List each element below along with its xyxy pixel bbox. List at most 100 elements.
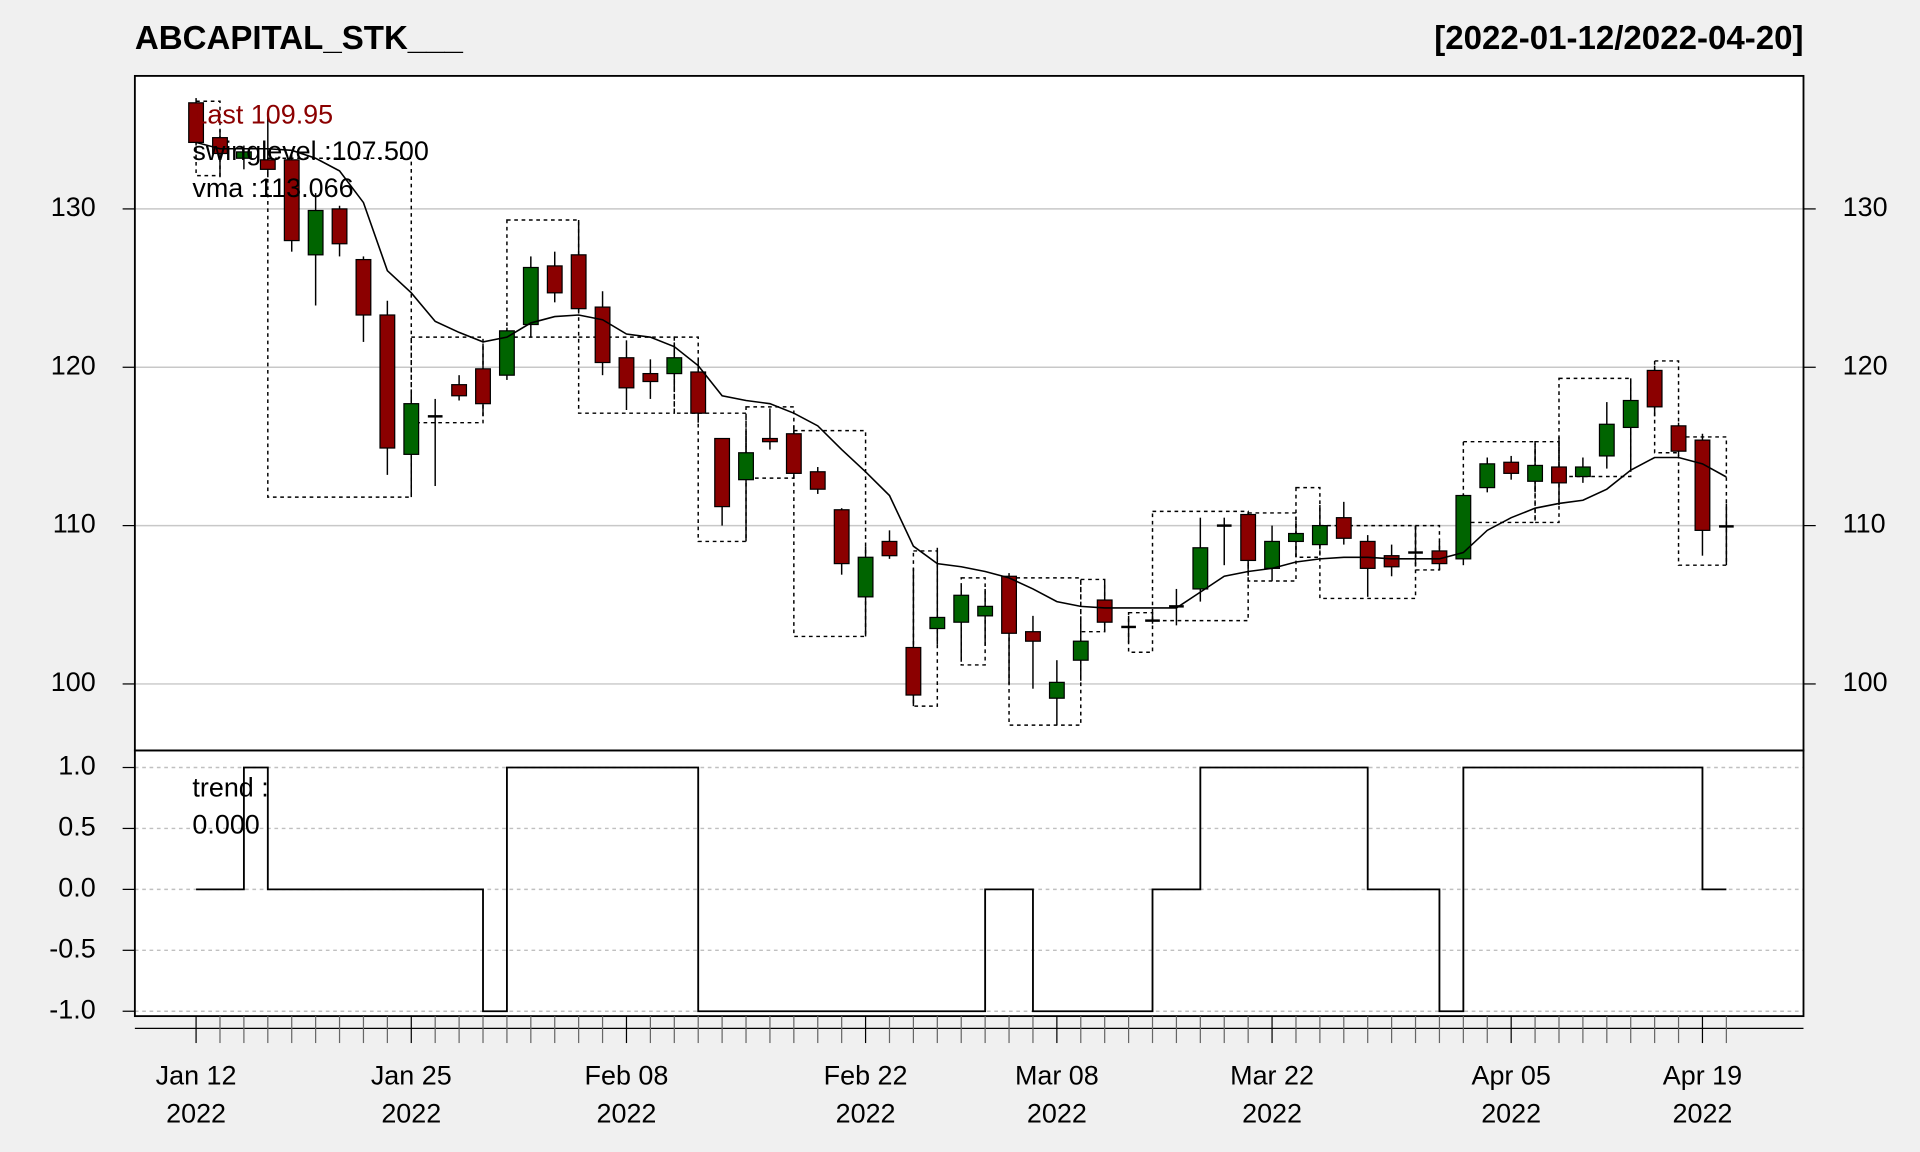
swing-box bbox=[267, 157, 413, 498]
y-tick-label: -1.0 bbox=[49, 994, 95, 1024]
candle-body bbox=[498, 330, 515, 376]
x-tick-year: 2022 bbox=[836, 1098, 896, 1128]
candle-body bbox=[857, 556, 874, 598]
legend-text: trend : bbox=[192, 773, 268, 803]
candle-body bbox=[809, 471, 826, 490]
candle-body bbox=[570, 254, 587, 310]
candle-body bbox=[1622, 399, 1639, 429]
y-tick-label: 110 bbox=[53, 509, 96, 539]
candle-body bbox=[1359, 540, 1376, 569]
candle-body bbox=[785, 433, 802, 474]
candle-body bbox=[283, 159, 300, 242]
candle-body bbox=[1574, 466, 1591, 478]
x-tick-label: Jan 12 bbox=[156, 1060, 237, 1090]
candle-body bbox=[690, 371, 707, 414]
x-tick-label: Jan 25 bbox=[371, 1060, 452, 1090]
candle-body bbox=[546, 265, 563, 294]
candle-body bbox=[905, 646, 922, 696]
candle-body bbox=[331, 208, 348, 245]
date-range: [2022-01-12/2022-04-20] bbox=[1434, 20, 1803, 57]
y-tick-label: 100 bbox=[1843, 667, 1888, 697]
x-tick-year: 2022 bbox=[381, 1098, 441, 1128]
chart-title: ABCAPITAL_STK___ bbox=[135, 20, 464, 57]
candle-body bbox=[1527, 464, 1544, 482]
candle-body bbox=[1646, 369, 1663, 408]
legend-text: swinglevel :107.500 bbox=[192, 136, 428, 166]
candle-body bbox=[642, 372, 659, 383]
candle-body bbox=[475, 368, 491, 405]
y-tick-label: 130 bbox=[1843, 192, 1888, 222]
plot-background bbox=[134, 75, 1804, 1017]
y-tick-label: 120 bbox=[1843, 350, 1888, 380]
y-tick-label: 110 bbox=[1843, 509, 1886, 539]
candle-body bbox=[738, 452, 754, 481]
candle-body bbox=[522, 266, 539, 326]
x-tick-label: Feb 22 bbox=[824, 1060, 908, 1090]
candle-body bbox=[1096, 599, 1113, 623]
x-tick-label: Apr 05 bbox=[1472, 1060, 1551, 1090]
candle-body bbox=[666, 357, 683, 375]
y-tick-label: 120 bbox=[51, 350, 96, 380]
candle-body bbox=[1335, 517, 1352, 539]
candle-body bbox=[1694, 439, 1711, 531]
candle-body bbox=[761, 437, 778, 443]
swing-box bbox=[410, 336, 484, 424]
swing-box bbox=[506, 219, 580, 338]
candle-body bbox=[1551, 466, 1567, 484]
x-tick-year: 2022 bbox=[1027, 1098, 1087, 1128]
x-tick-label: Apr 19 bbox=[1663, 1060, 1742, 1090]
candle-body bbox=[714, 437, 731, 508]
candle-body bbox=[1048, 681, 1065, 699]
candle-body bbox=[355, 258, 372, 316]
swing-box bbox=[1295, 486, 1321, 559]
y-tick-label: 0.5 bbox=[58, 812, 95, 842]
candle-body bbox=[1479, 463, 1496, 489]
swing-box bbox=[1127, 611, 1154, 654]
candle-body bbox=[1455, 494, 1472, 560]
y-tick-label: 130 bbox=[51, 192, 96, 222]
candle-body bbox=[1288, 532, 1304, 543]
x-tick-year: 2022 bbox=[1481, 1098, 1541, 1128]
legend-text: 0.000 bbox=[192, 809, 259, 839]
candle-body bbox=[977, 605, 994, 617]
y-tick-label: 1.0 bbox=[58, 751, 95, 781]
candle-body bbox=[1240, 513, 1257, 562]
y-tick-label: 0.0 bbox=[58, 872, 95, 902]
candle-body bbox=[1670, 425, 1687, 452]
candle-body bbox=[1503, 461, 1520, 474]
trend-step-line bbox=[196, 766, 1727, 1013]
x-tick-label: Feb 08 bbox=[585, 1060, 669, 1090]
x-tick-label: Mar 22 bbox=[1230, 1060, 1314, 1090]
candle-body bbox=[235, 151, 252, 159]
panel-frame bbox=[133, 749, 1805, 1018]
candle-body bbox=[618, 357, 635, 389]
candle-body bbox=[1001, 575, 1018, 634]
candle-body bbox=[451, 384, 468, 397]
candle-body bbox=[953, 594, 970, 623]
x-tick-year: 2022 bbox=[1242, 1098, 1302, 1128]
candle-body bbox=[403, 403, 420, 455]
candle-body bbox=[1072, 640, 1089, 661]
candle-body bbox=[1264, 540, 1281, 569]
candle-body bbox=[929, 616, 946, 630]
candle-body bbox=[833, 509, 850, 565]
x-tick-year: 2022 bbox=[166, 1098, 226, 1128]
candle-body bbox=[1383, 555, 1400, 568]
legend-text: Last 109.95 bbox=[192, 99, 333, 129]
candle-body bbox=[594, 306, 611, 364]
vma-line bbox=[195, 141, 1727, 609]
y-tick-label: 100 bbox=[51, 667, 96, 697]
x-tick-year: 2022 bbox=[597, 1098, 657, 1128]
x-tick-label: Mar 08 bbox=[1015, 1060, 1099, 1090]
candle-body bbox=[1311, 524, 1328, 546]
candle-body bbox=[1598, 423, 1615, 457]
candle-body bbox=[379, 314, 396, 449]
x-tick-year: 2022 bbox=[1673, 1098, 1733, 1128]
candle-body bbox=[1192, 547, 1209, 590]
legend-text: vma :113.066 bbox=[192, 173, 353, 203]
candle-body bbox=[1024, 631, 1041, 642]
swing-box bbox=[1319, 524, 1417, 600]
y-tick-label: -0.5 bbox=[49, 933, 95, 963]
